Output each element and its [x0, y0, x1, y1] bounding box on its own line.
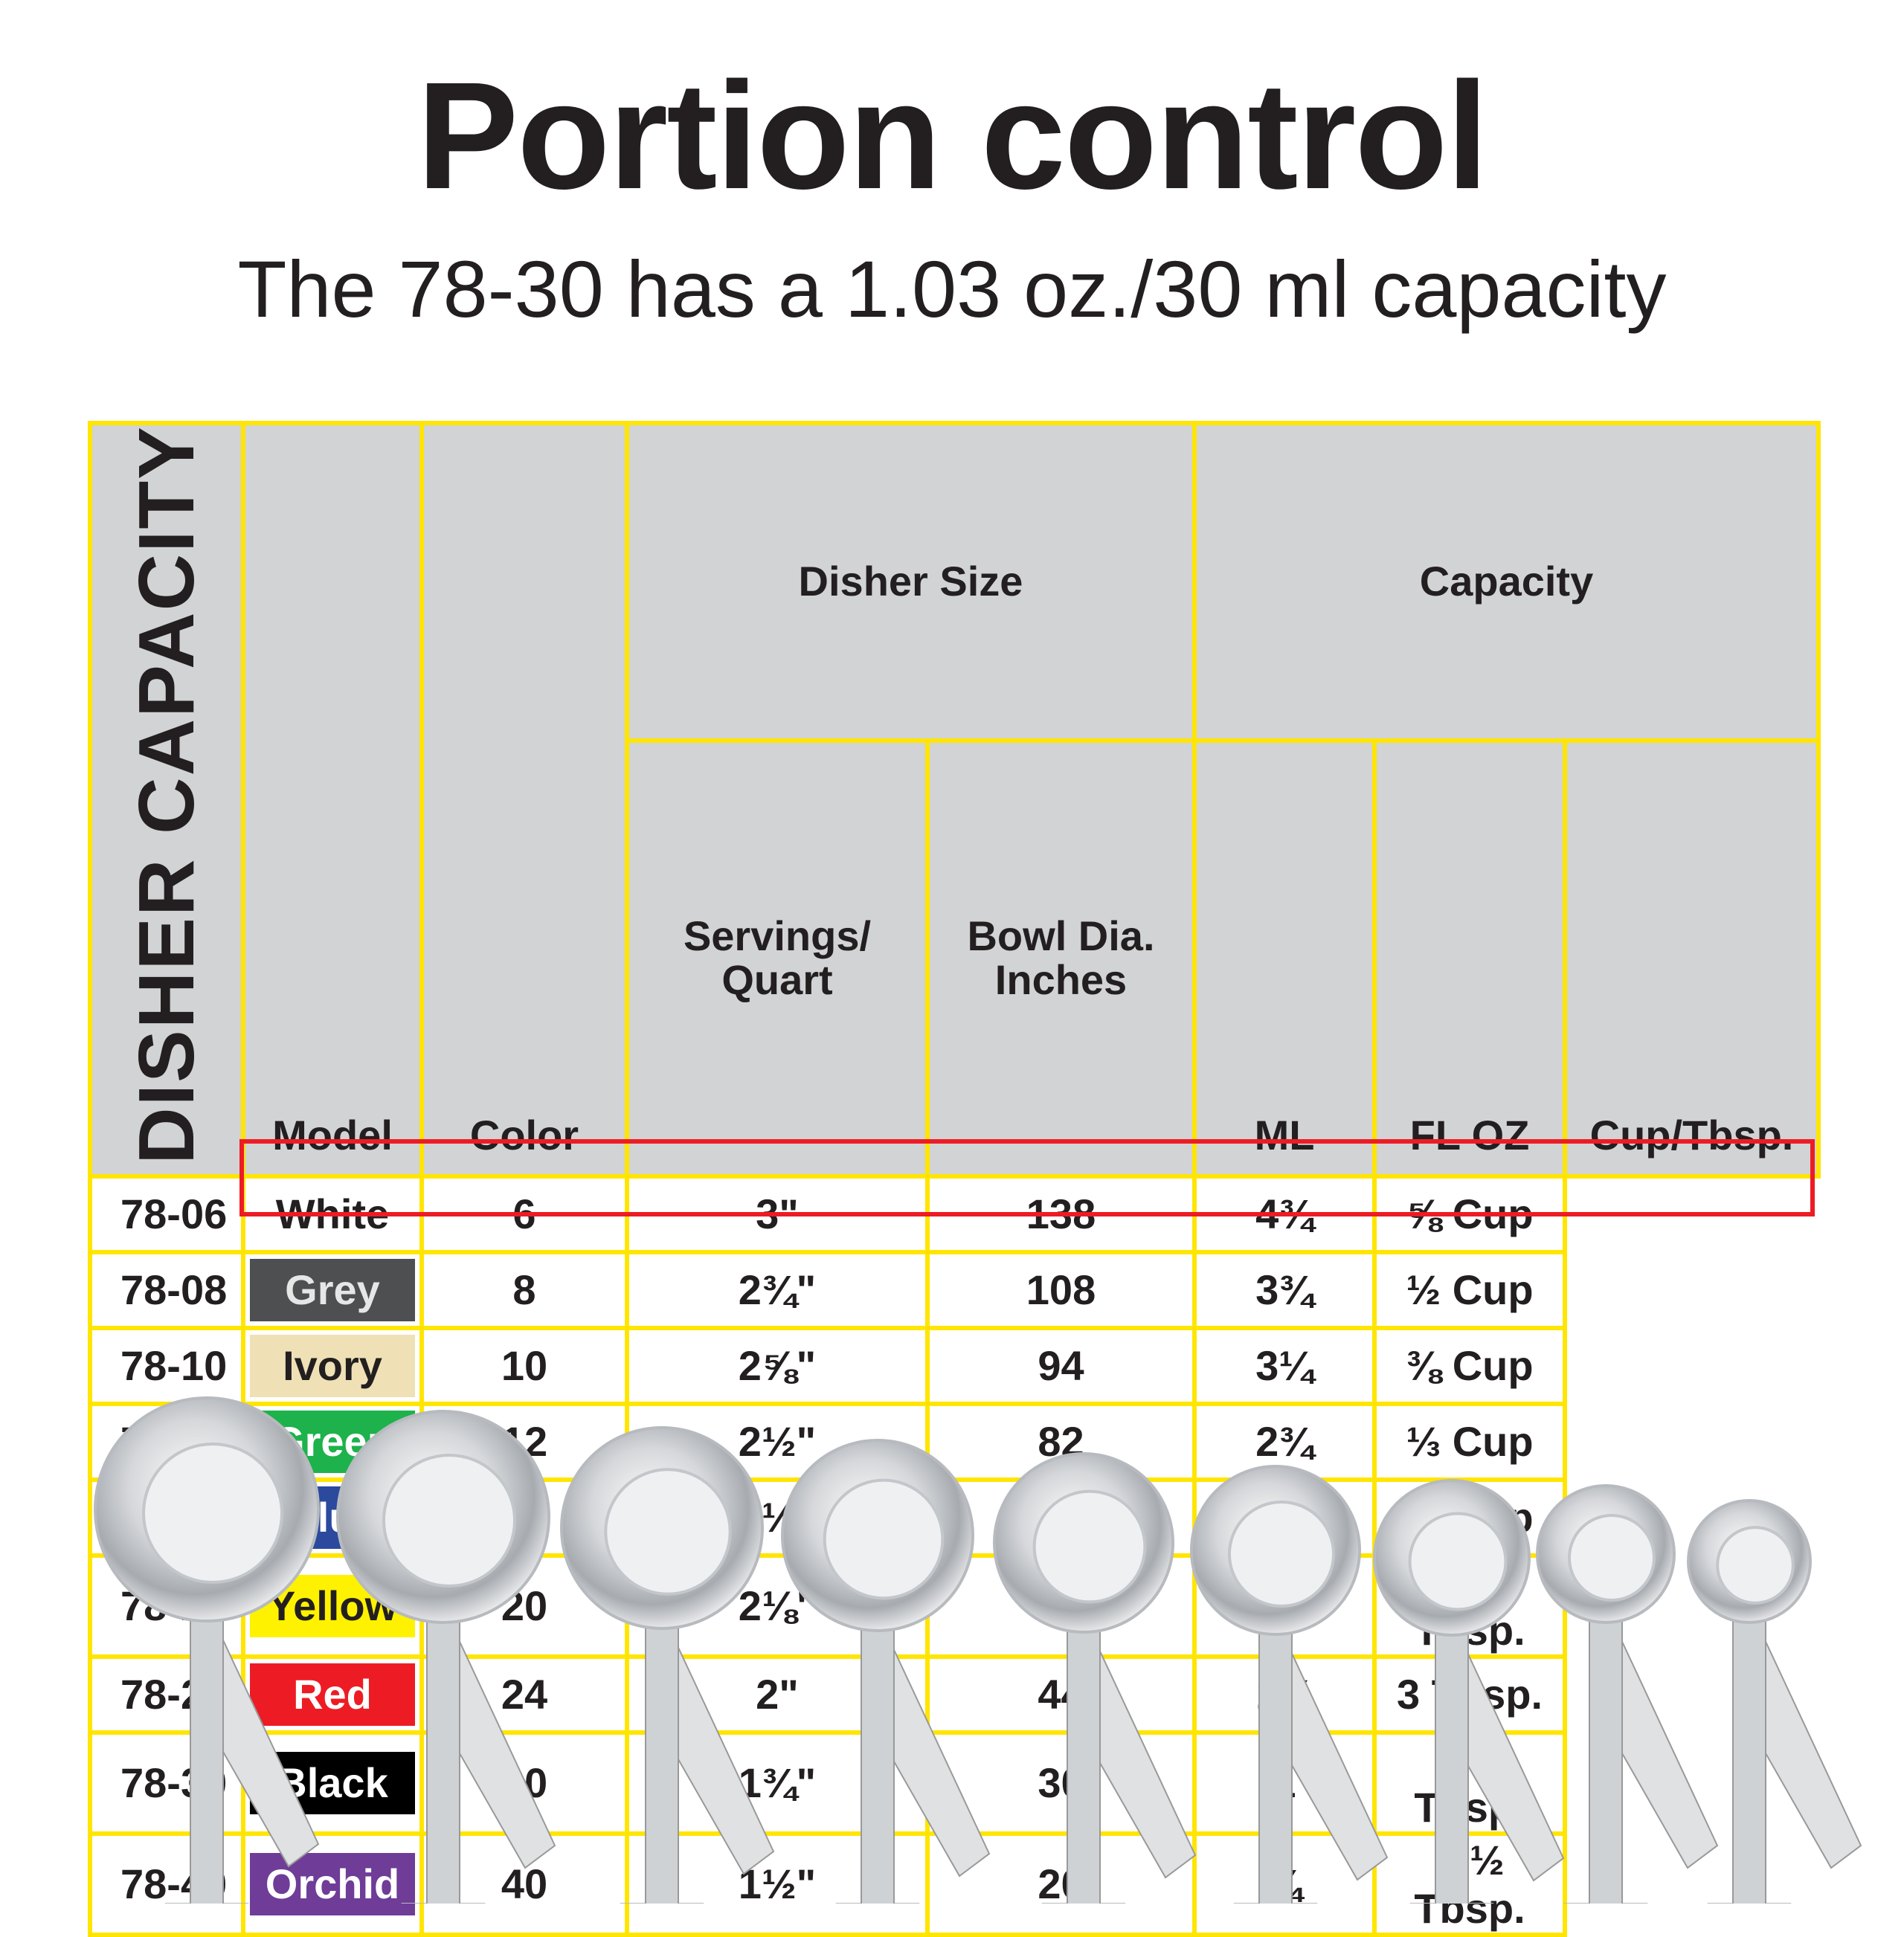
table-row: 78-10 Ivory 10 2⅝" 94 3¼ ⅜ Cup — [88, 1325, 1818, 1406]
shaft — [1589, 1614, 1623, 1904]
model-cell: 78-08 — [88, 1249, 245, 1330]
header-servings: Servings/ Quart — [625, 738, 930, 1179]
header-ml: ML — [1192, 738, 1377, 1179]
fl-oz-cell: 3¾ — [1192, 1249, 1377, 1330]
shaft — [861, 1622, 895, 1904]
bowl-diameter-cell: 2⅝" — [625, 1325, 930, 1406]
disher-4 — [781, 1439, 991, 1904]
cup-tbsp-cell: ½ Cup — [1372, 1249, 1567, 1330]
color-cell: Ivory — [241, 1325, 424, 1406]
color-cell: Grey — [241, 1249, 424, 1330]
header-bowl: Bowl Dia. Inches — [925, 738, 1197, 1179]
servings-cell: 10 — [419, 1325, 629, 1406]
bowl-inner — [823, 1478, 945, 1600]
fl-oz-cell: 4¾ — [1192, 1173, 1377, 1254]
header-capacity: Capacity — [1192, 421, 1821, 743]
header-disher-size: Disher Size — [625, 421, 1197, 743]
shaft — [1258, 1626, 1293, 1904]
bowl-diameter-cell: 2¾" — [625, 1249, 930, 1330]
table-row: 78-08 Grey 8 2¾" 108 3¾ ½ Cup — [88, 1249, 1818, 1330]
cup-tbsp-cell: ⅓ Cup — [1372, 1401, 1567, 1482]
disher-3 — [560, 1426, 775, 1904]
header-color: Color — [419, 421, 629, 1179]
shaft — [1067, 1624, 1101, 1904]
bowl-inner — [1716, 1526, 1795, 1605]
shaft — [426, 1614, 460, 1904]
disher-7 — [1373, 1479, 1565, 1904]
model-cell: 78-10 — [88, 1325, 245, 1406]
header-servings-text: Servings/ Quart — [683, 912, 872, 1003]
servings-cell: 6 — [419, 1173, 629, 1254]
header-cup-tbsp: Cup/Tbsp. — [1563, 738, 1821, 1179]
bowl-inner — [142, 1443, 283, 1584]
color-cell: Red — [241, 1654, 424, 1735]
color-swatch: Ivory — [250, 1334, 415, 1397]
side-label: DISHER CAPACITY — [123, 425, 210, 1164]
bowl-inner — [1408, 1512, 1508, 1611]
disher-5 — [993, 1452, 1197, 1904]
subtitle: The 78-30 has a 1.03 oz./30 ml capacity — [237, 244, 1667, 334]
bowl-inner — [1567, 1513, 1656, 1602]
cup-tbsp-cell: ⅜ Cup — [1372, 1325, 1567, 1406]
disher-6 — [1190, 1465, 1389, 1904]
bowl-inner — [1227, 1500, 1336, 1608]
ml-cell: 138 — [925, 1173, 1197, 1254]
color-swatch: Grey — [250, 1258, 415, 1321]
side-label-cell: DISHER CAPACITY — [88, 421, 245, 1179]
page-title: Portion control — [416, 51, 1488, 221]
shaft — [1732, 1614, 1766, 1904]
color-cell: White — [241, 1173, 424, 1254]
header-fl-oz: FL OZ — [1372, 738, 1567, 1179]
color-swatch: White — [250, 1182, 415, 1245]
dishers-photo — [94, 1396, 1862, 1904]
model-cell: 78-06 — [88, 1173, 245, 1254]
disher-8 — [1536, 1484, 1719, 1904]
ml-cell: 44 — [925, 1654, 1197, 1735]
servings-cell: 8 — [419, 1249, 629, 1330]
bowl-inner — [1032, 1489, 1147, 1604]
bowl-inner — [382, 1453, 517, 1588]
disher-2 — [336, 1410, 556, 1904]
disher-1 — [94, 1396, 320, 1904]
shaft — [645, 1620, 679, 1904]
shaft — [190, 1613, 224, 1904]
ml-cell: 94 — [925, 1325, 1197, 1406]
ml-cell: 108 — [925, 1249, 1197, 1330]
header-bowl-text: Bowl Dia. Inches — [967, 912, 1155, 1003]
bowl-inner — [604, 1468, 732, 1596]
bowl-diameter-cell: 3" — [625, 1173, 930, 1254]
fl-oz-cell: 3¼ — [1192, 1325, 1377, 1406]
header-model: Model — [241, 421, 424, 1179]
shaft — [1435, 1627, 1469, 1904]
disher-9 — [1687, 1499, 1862, 1904]
color-swatch: Red — [250, 1663, 415, 1726]
table-row: 78-06 White 6 3" 138 4¾ ⅝ Cup — [88, 1173, 1818, 1254]
cup-tbsp-cell: ⅝ Cup — [1372, 1173, 1567, 1254]
